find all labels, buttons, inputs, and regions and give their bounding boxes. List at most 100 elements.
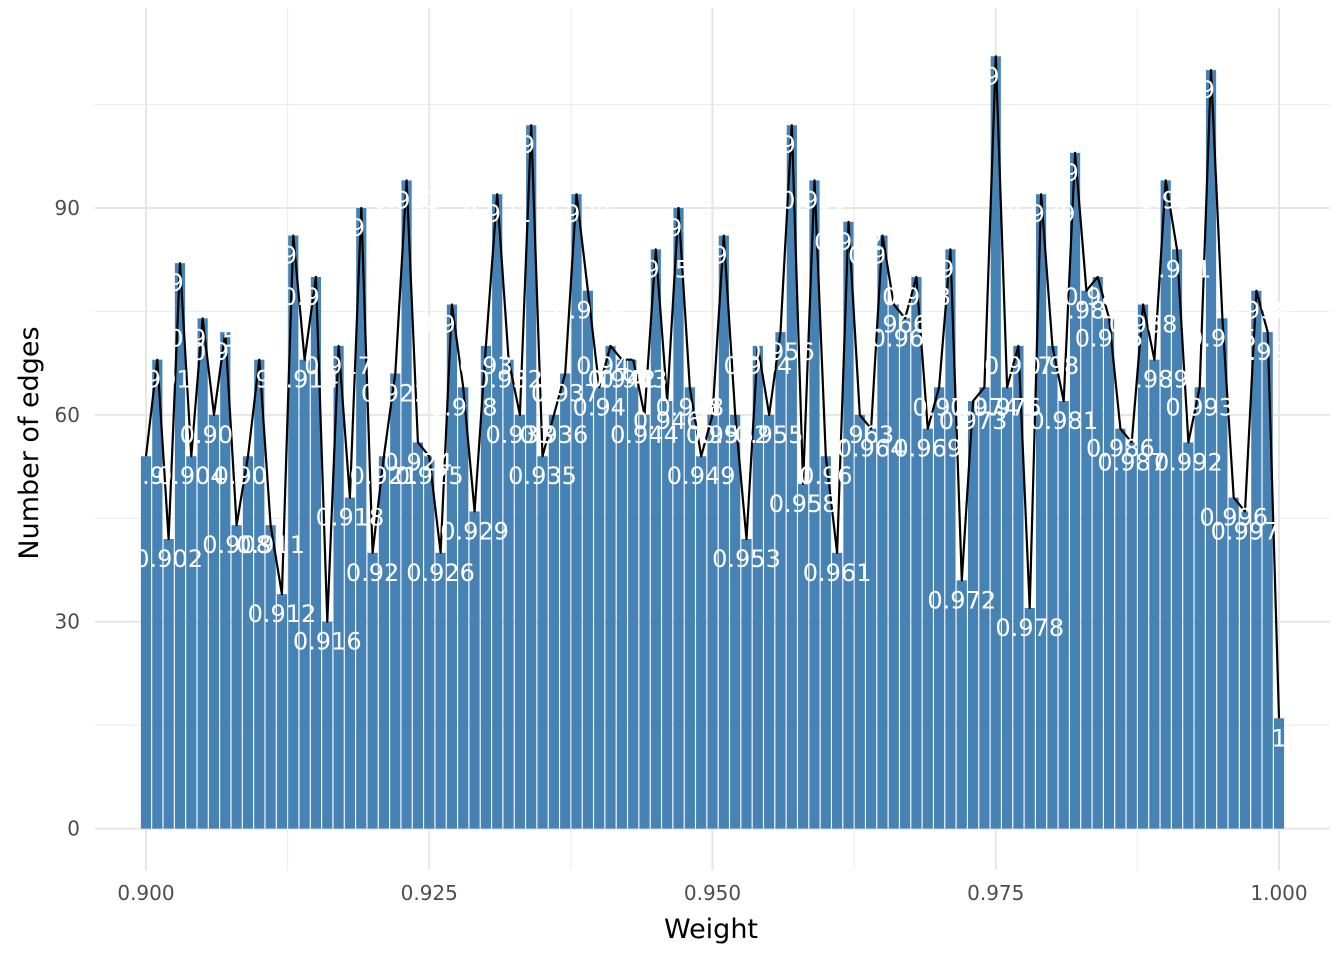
bar — [1171, 249, 1183, 829]
bar — [616, 359, 627, 829]
bar — [1205, 70, 1217, 829]
bar — [367, 552, 378, 829]
bar — [934, 387, 945, 829]
y-tick-label: 60 — [55, 403, 80, 427]
bar — [560, 373, 571, 829]
trend-line-layer — [144, 55, 1281, 719]
bar — [854, 414, 865, 829]
bar-label: 0.905 — [168, 324, 237, 352]
bar-label: 0.995 — [1188, 324, 1257, 352]
bar-label: 0.948 — [655, 393, 724, 421]
bar-label: 0.978 — [995, 614, 1064, 642]
bar — [480, 345, 491, 829]
bar-label: 0.909 — [214, 462, 283, 490]
bar-label: 0.934 — [497, 131, 566, 159]
bar — [1137, 304, 1149, 829]
bar — [877, 235, 888, 829]
bar-label: 0.965 — [848, 242, 917, 270]
bar — [843, 221, 854, 829]
bar — [1115, 428, 1126, 829]
bar-label: 0.992 — [1154, 448, 1223, 476]
trend-line — [144, 55, 1281, 719]
bar-label: 0.986 — [1086, 435, 1155, 463]
bar-label: 0.987 — [1097, 448, 1166, 476]
bar-label: 0.98 — [1026, 352, 1079, 380]
x-tick-label: 1.000 — [1250, 881, 1307, 905]
bar — [344, 497, 356, 829]
bar — [1194, 387, 1205, 829]
bar — [922, 428, 933, 829]
bar — [741, 538, 752, 829]
bar — [673, 207, 684, 829]
bar-label: 1 — [1271, 724, 1286, 752]
bar-label: 0.93 — [459, 352, 512, 380]
bar-label: 0.914 — [270, 366, 339, 394]
x-tick-label: 0.975 — [967, 881, 1024, 905]
bar-label: 0.911 — [236, 531, 305, 559]
bar-label: 0.963 — [825, 421, 894, 449]
bar — [1024, 607, 1035, 829]
bar-label: 0.901 — [123, 366, 192, 394]
bar-label: 0.975 — [961, 62, 1030, 90]
bar — [333, 345, 344, 829]
bar-label: 0.941 — [576, 352, 645, 380]
bar — [809, 180, 820, 829]
bar-label: 0.958 — [769, 490, 838, 518]
bar — [401, 180, 412, 829]
bar-label: 0.946 — [633, 407, 702, 435]
bar — [1103, 318, 1115, 829]
y-axis-title: Number of edges — [14, 326, 45, 559]
bar — [798, 483, 809, 829]
bar-label: 0.94 — [572, 393, 625, 421]
bar — [537, 456, 548, 829]
bar-label: 0.926 — [406, 559, 475, 587]
bar-label: 0.924 — [384, 448, 453, 476]
bar-label: 0.962 — [814, 228, 883, 256]
bar — [820, 456, 831, 829]
bar — [1092, 276, 1103, 829]
bar — [1273, 718, 1285, 829]
bar — [1035, 194, 1047, 829]
bar — [174, 263, 186, 829]
bar-label: 0.985 — [1075, 324, 1144, 352]
bar-label: 0.966 — [859, 311, 928, 339]
bar-label: 0.989 — [1120, 366, 1189, 394]
bar-label: 0.993 — [1165, 393, 1234, 421]
bar-label: 0.997 — [1211, 517, 1280, 545]
bar-label: 0.9 — [127, 462, 165, 490]
x-tick-label: 0.950 — [684, 881, 741, 905]
bar — [1126, 442, 1137, 829]
bar-label: 0.922 — [361, 379, 430, 407]
bar-label: 0.949 — [667, 462, 736, 490]
bar-label: 0.977 — [984, 352, 1053, 380]
bar-label: 0.952 — [701, 421, 770, 449]
bar-labels-layer: 0.90.9010.9020.9030.9040.9050.9060.9070.… — [123, 62, 1302, 752]
bar — [650, 249, 661, 829]
bar — [1251, 290, 1262, 829]
bar-label: 0.97 — [912, 393, 965, 421]
bar-label: 0.959 — [780, 186, 849, 214]
bar-label: 0.939 — [554, 297, 623, 325]
bar-label: 0.902 — [134, 545, 203, 573]
bar — [1183, 442, 1194, 829]
bar-label: 0.927 — [418, 311, 487, 339]
bar — [696, 456, 707, 829]
bar-label: 0.917 — [304, 352, 373, 380]
bar-label: 0.906 — [180, 421, 249, 449]
bar — [186, 456, 197, 829]
x-axis-ticks: 0.900 0.925 0.950 0.975 1.000 — [117, 881, 1307, 905]
bar-label: 0.95 — [686, 421, 739, 449]
bar — [242, 456, 254, 829]
bar-label: 0.964 — [837, 435, 906, 463]
bar-label: 0.967 — [871, 324, 940, 352]
bar-label: 0.937 — [531, 379, 600, 407]
bar — [571, 194, 582, 829]
bar — [594, 387, 605, 829]
bar-label: 0.916 — [293, 628, 362, 656]
bar — [967, 401, 979, 829]
bar-label: 0.928 — [429, 393, 498, 421]
bar — [140, 456, 152, 829]
bar-label: 0.983 — [1052, 297, 1121, 325]
bar-label: 0.972 — [927, 586, 996, 614]
bar-label: 0.933 — [486, 421, 555, 449]
